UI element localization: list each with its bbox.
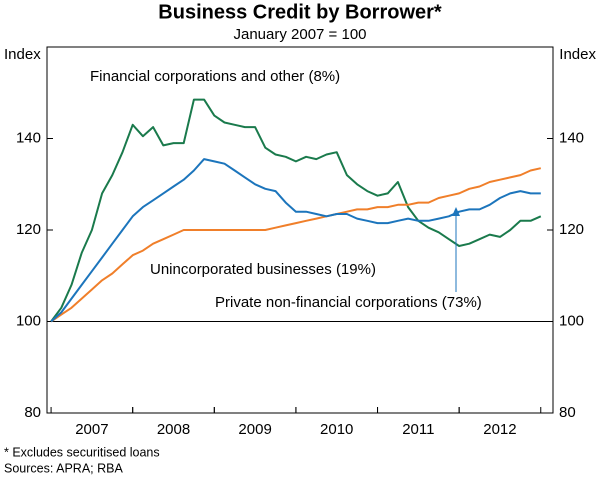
annotation-arrowhead (452, 207, 460, 216)
x-tick-label: 2012 (483, 421, 516, 438)
x-tick-label: 2009 (238, 421, 271, 438)
series-line (50, 98, 542, 323)
chart-subtitle: January 2007 = 100 (233, 26, 366, 43)
y-tick-label: 120 (16, 221, 41, 238)
y-tick-label: 100 (16, 312, 41, 329)
x-tick-label: 2011 (402, 421, 434, 438)
series-label: Financial corporations and other (8%) (90, 68, 340, 85)
x-tick-label: 2008 (157, 421, 190, 438)
y-axis-label: Index (4, 46, 41, 63)
y-tick-label: 80 (24, 404, 41, 421)
y2-tick-label: 120 (559, 221, 584, 238)
x-tick-label: 2007 (75, 421, 108, 438)
y-tick-label: 140 (16, 129, 41, 146)
source-note: Sources: APRA; RBA (4, 461, 123, 475)
series-line (50, 158, 541, 323)
y2-tick-label: 100 (559, 312, 584, 329)
series-line (50, 167, 542, 323)
chart-title: Business Credit by Borrower* (158, 1, 442, 23)
footnote: * Excludes securitised loans (4, 445, 160, 459)
x-tick-label: 2010 (320, 421, 353, 438)
series-label: Unincorporated businesses (19%) (150, 261, 376, 278)
y2-axis-label: Index (559, 46, 596, 63)
y2-tick-label: 80 (559, 404, 576, 421)
series-label: Private non-financial corporations (73%) (215, 294, 482, 311)
y2-tick-label: 140 (559, 129, 584, 146)
